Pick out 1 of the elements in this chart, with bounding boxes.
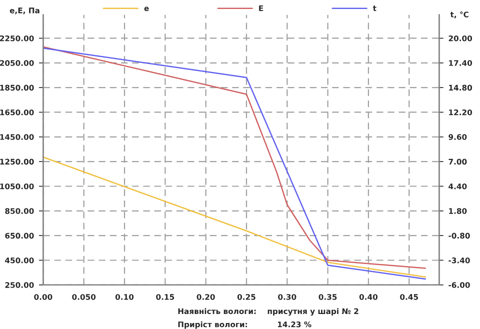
line-series: [43, 156, 426, 278]
